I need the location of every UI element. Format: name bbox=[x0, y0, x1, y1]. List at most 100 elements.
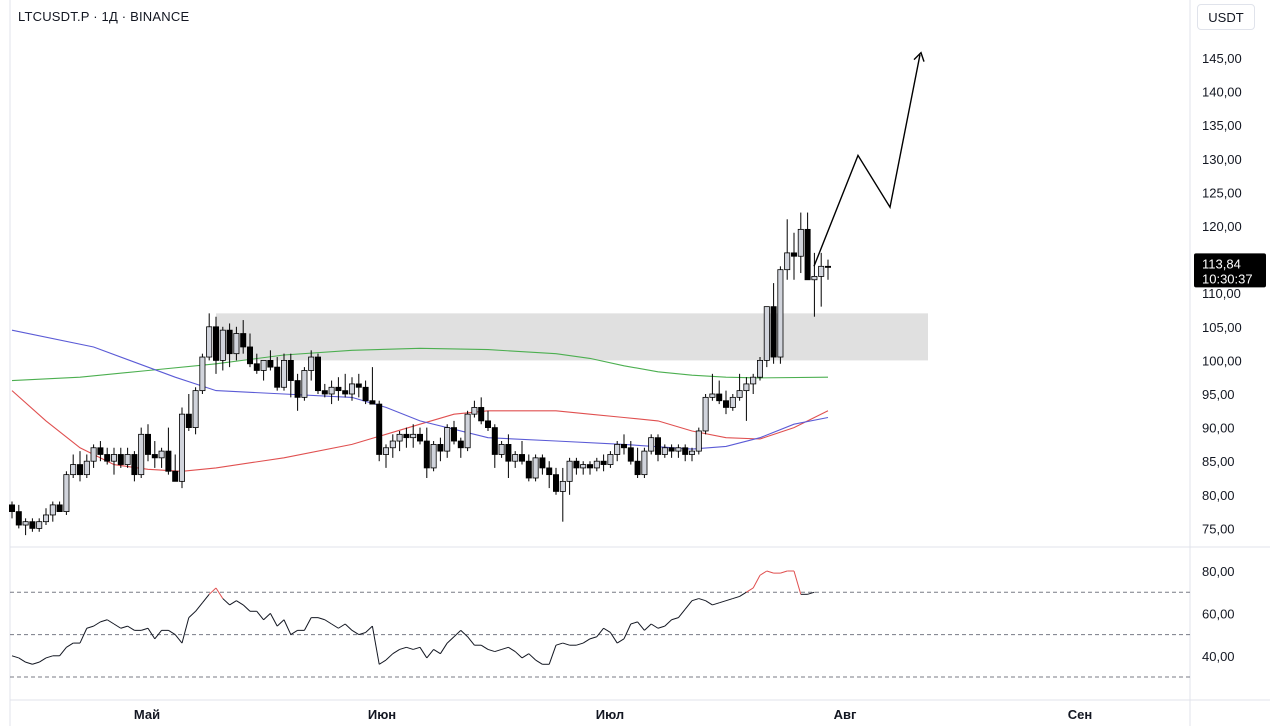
rsi-segment bbox=[344, 623, 353, 631]
price-tick-label: 100,00 bbox=[1202, 353, 1242, 368]
candle bbox=[233, 326, 240, 361]
rsi-segment bbox=[460, 629, 468, 638]
candle-body-down bbox=[104, 454, 111, 462]
supply-zone bbox=[216, 313, 928, 361]
candle bbox=[825, 259, 832, 280]
candle bbox=[335, 377, 342, 401]
candles[interactable] bbox=[8, 212, 832, 536]
rsi-segment bbox=[467, 636, 475, 646]
rsi-segment bbox=[120, 625, 128, 629]
rsi-segment bbox=[671, 617, 679, 621]
candle bbox=[321, 383, 328, 398]
rsi-segment bbox=[263, 613, 271, 621]
candle bbox=[29, 518, 36, 532]
candle-body-down bbox=[77, 464, 84, 476]
time-tick-label: Июл bbox=[596, 707, 624, 722]
candle-body-down bbox=[437, 443, 444, 452]
rsi-segment bbox=[100, 619, 108, 623]
rsi-segment bbox=[807, 591, 815, 595]
rsi-segment bbox=[195, 602, 203, 612]
countdown-label: 10:30:37 bbox=[1202, 271, 1253, 286]
rsi-segment bbox=[93, 621, 101, 627]
rsi-segment bbox=[276, 619, 285, 627]
candle bbox=[750, 373, 757, 394]
rsi-tick-label: 80,00 bbox=[1202, 564, 1235, 579]
rsi-segment bbox=[18, 657, 26, 663]
candle-body-down bbox=[484, 420, 491, 429]
candle-body-up bbox=[648, 437, 655, 452]
rsi-segment bbox=[188, 610, 196, 619]
candle-body-up bbox=[695, 430, 702, 452]
candle bbox=[471, 400, 478, 418]
rsi-segment bbox=[127, 625, 135, 631]
candle bbox=[675, 444, 682, 458]
rsi-segment bbox=[589, 636, 597, 640]
rsi-segment bbox=[426, 649, 434, 659]
candle-body-down bbox=[172, 470, 179, 482]
candle-body-down bbox=[321, 390, 328, 395]
projection-drawing bbox=[813, 51, 925, 267]
candle-body-up bbox=[178, 413, 185, 482]
rsi-segment bbox=[392, 649, 400, 655]
candle-body-up bbox=[308, 356, 315, 371]
candle-body-up bbox=[382, 447, 389, 455]
candle bbox=[246, 333, 253, 368]
rsi-segment bbox=[406, 646, 414, 650]
rsi-segment bbox=[32, 661, 40, 665]
candle-body-down bbox=[770, 306, 777, 358]
rsi-segment bbox=[446, 636, 455, 644]
candle bbox=[314, 353, 321, 394]
candle bbox=[403, 427, 410, 448]
candle bbox=[546, 461, 553, 489]
candle-body-up bbox=[689, 450, 696, 455]
candle bbox=[484, 410, 491, 431]
candle-body-down bbox=[362, 386, 369, 402]
rsi-segment bbox=[657, 625, 665, 629]
candle-body-down bbox=[791, 252, 798, 257]
candle bbox=[15, 504, 22, 529]
candle-body-up bbox=[607, 454, 614, 465]
rsi-segment bbox=[283, 619, 292, 635]
candle-body-down bbox=[668, 447, 675, 452]
candle bbox=[36, 518, 43, 532]
rsi-segment bbox=[732, 595, 740, 600]
candle bbox=[763, 306, 770, 368]
candle-body-up bbox=[63, 474, 70, 513]
rsi-segment bbox=[79, 628, 88, 644]
candle-body-up bbox=[498, 443, 505, 455]
candle-body-down bbox=[491, 427, 498, 455]
rsi-segment bbox=[793, 570, 802, 595]
rsi-segment bbox=[168, 629, 176, 636]
chart-frame bbox=[9, 0, 1270, 726]
candle bbox=[185, 394, 192, 431]
candle bbox=[457, 437, 464, 458]
rsi-segment bbox=[596, 627, 604, 638]
candle bbox=[430, 441, 437, 472]
candle-body-down bbox=[342, 390, 349, 395]
candle-body-up bbox=[532, 457, 539, 479]
candle bbox=[437, 437, 444, 462]
candle bbox=[97, 441, 104, 462]
candle bbox=[464, 410, 471, 452]
candle-body-up bbox=[22, 521, 29, 526]
candle bbox=[260, 359, 267, 381]
rsi-segment bbox=[746, 587, 754, 593]
candle bbox=[655, 434, 662, 462]
candle bbox=[192, 387, 199, 435]
candle-body-down bbox=[314, 356, 321, 392]
candle bbox=[566, 457, 573, 495]
candle bbox=[668, 444, 675, 458]
candle-body-up bbox=[729, 396, 736, 408]
candle-body-down bbox=[423, 440, 430, 469]
candle-body-down bbox=[117, 454, 124, 465]
candle-body-up bbox=[260, 359, 267, 371]
candle bbox=[389, 434, 396, 458]
rsi-segment bbox=[494, 648, 502, 653]
candle bbox=[553, 467, 560, 495]
candle bbox=[219, 326, 226, 371]
currency-button[interactable]: USDT bbox=[1197, 4, 1255, 30]
candle-body-up bbox=[811, 275, 818, 281]
rsi-segment bbox=[487, 648, 495, 653]
candle-body-down bbox=[335, 386, 342, 392]
